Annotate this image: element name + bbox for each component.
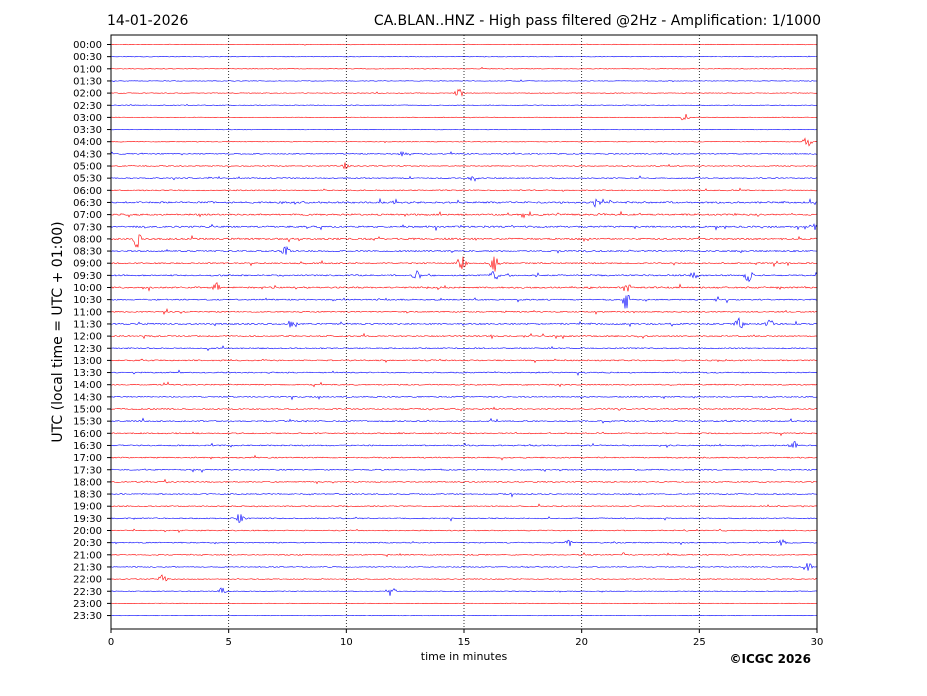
row-label: 10:00 [73,283,102,294]
row-label: 12:00 [73,332,102,343]
row-label: 17:00 [73,453,102,464]
row-label: 23:30 [73,611,102,622]
trace-row-1300 [110,358,818,364]
y-axis-label: UTC (local time = UTC + 01:00) [50,221,66,442]
chart-date: 14-01-2026 [107,13,188,29]
trace-row-1700 [110,454,818,461]
row-label: 06:30 [73,198,102,209]
x-tick-label: 20 [575,637,588,648]
row-label: 05:30 [73,174,102,185]
trace-row-1400 [110,381,818,388]
trace-row-1430 [110,395,818,401]
row-label: 23:00 [73,599,102,610]
trace-row-0400 [110,137,818,147]
trace-row-0530 [110,175,818,182]
gridlines [228,35,700,629]
row-label: 06:00 [73,186,102,197]
row-label: 00:00 [73,40,102,51]
row-label: 00:30 [73,52,102,63]
row-label: 09:00 [73,259,102,270]
trace-row-0300 [110,113,818,121]
row-label: 07:30 [73,222,102,233]
row-label: 15:30 [73,417,102,428]
row-label: 03:30 [73,125,102,136]
x-tick-label: 15 [458,637,471,648]
x-tick-label: 5 [225,637,231,648]
row-label: 11:00 [73,307,102,318]
row-label: 08:30 [73,247,102,258]
row-label: 16:30 [73,441,102,452]
row-label: 07:00 [73,210,102,221]
trace-row-1600 [110,431,818,437]
row-label: 05:00 [73,162,102,173]
x-axis-label: time in minutes [421,650,508,663]
row-label: 13:30 [73,368,102,379]
row-label: 22:30 [73,587,102,598]
chart-title: CA.BLAN..HNZ - High pass filtered @2Hz -… [374,13,821,29]
x-tick-label: 0 [108,637,114,648]
row-label: 11:30 [73,319,102,330]
row-label: 14:30 [73,392,102,403]
row-label: 10:30 [73,295,102,306]
trace-row-2300 [110,602,818,605]
row-label: 12:30 [73,344,102,355]
trace-row-1330 [110,369,818,376]
trace-row-0230 [110,103,818,107]
x-tick-label: 25 [693,637,706,648]
plot-frame [110,34,818,630]
trace-row-1530 [110,417,818,424]
row-label: 21:30 [73,562,102,573]
row-label: 09:30 [73,271,102,282]
copyright-text: ©ICGC 2026 [729,652,811,666]
row-label: 21:00 [73,550,102,561]
row-label: 01:00 [73,64,102,75]
trace-row-0430 [110,150,818,157]
trace-row-1500 [110,406,818,412]
row-label: 02:00 [73,89,102,100]
row-label: 04:30 [73,149,102,160]
trace-row-2230 [110,587,818,596]
row-label: 19:30 [73,514,102,525]
row-label: 18:30 [73,490,102,501]
trace-row-0830 [110,245,818,255]
row-label: 08:00 [73,234,102,245]
row-label: 17:30 [73,465,102,476]
row-label: 14:00 [73,380,102,391]
trace-row-1030 [110,295,818,309]
row-label: 22:00 [73,575,102,586]
trace-row-2330 [110,614,818,617]
row-label: 18:00 [73,477,102,488]
x-tick-label: 30 [811,637,824,648]
row-label: 01:30 [73,76,102,87]
row-label: 20:00 [73,526,102,537]
row-label: 13:00 [73,356,102,367]
trace-row-0600 [110,187,818,192]
trace-row-1630 [110,441,818,449]
x-tick-label: 10 [340,637,353,648]
trace-row-0800 [110,234,818,248]
trace-row-0630 [110,197,818,208]
trace-row-0730 [110,223,818,231]
trace-row-1800 [110,478,818,485]
row-label: 20:30 [73,538,102,549]
row-label: 02:30 [73,101,102,112]
trace-row-1230 [110,345,818,352]
x-axis-ticks: 0 5 10 15 20 25 30 [108,629,824,648]
trace-row-0330 [110,128,818,131]
trace-row-0500 [110,162,818,170]
row-label: 19:00 [73,502,102,513]
row-label: 15:00 [73,405,102,416]
row-label: 16:00 [73,429,102,440]
row-label: 03:00 [73,113,102,124]
row-label: 04:00 [73,137,102,148]
